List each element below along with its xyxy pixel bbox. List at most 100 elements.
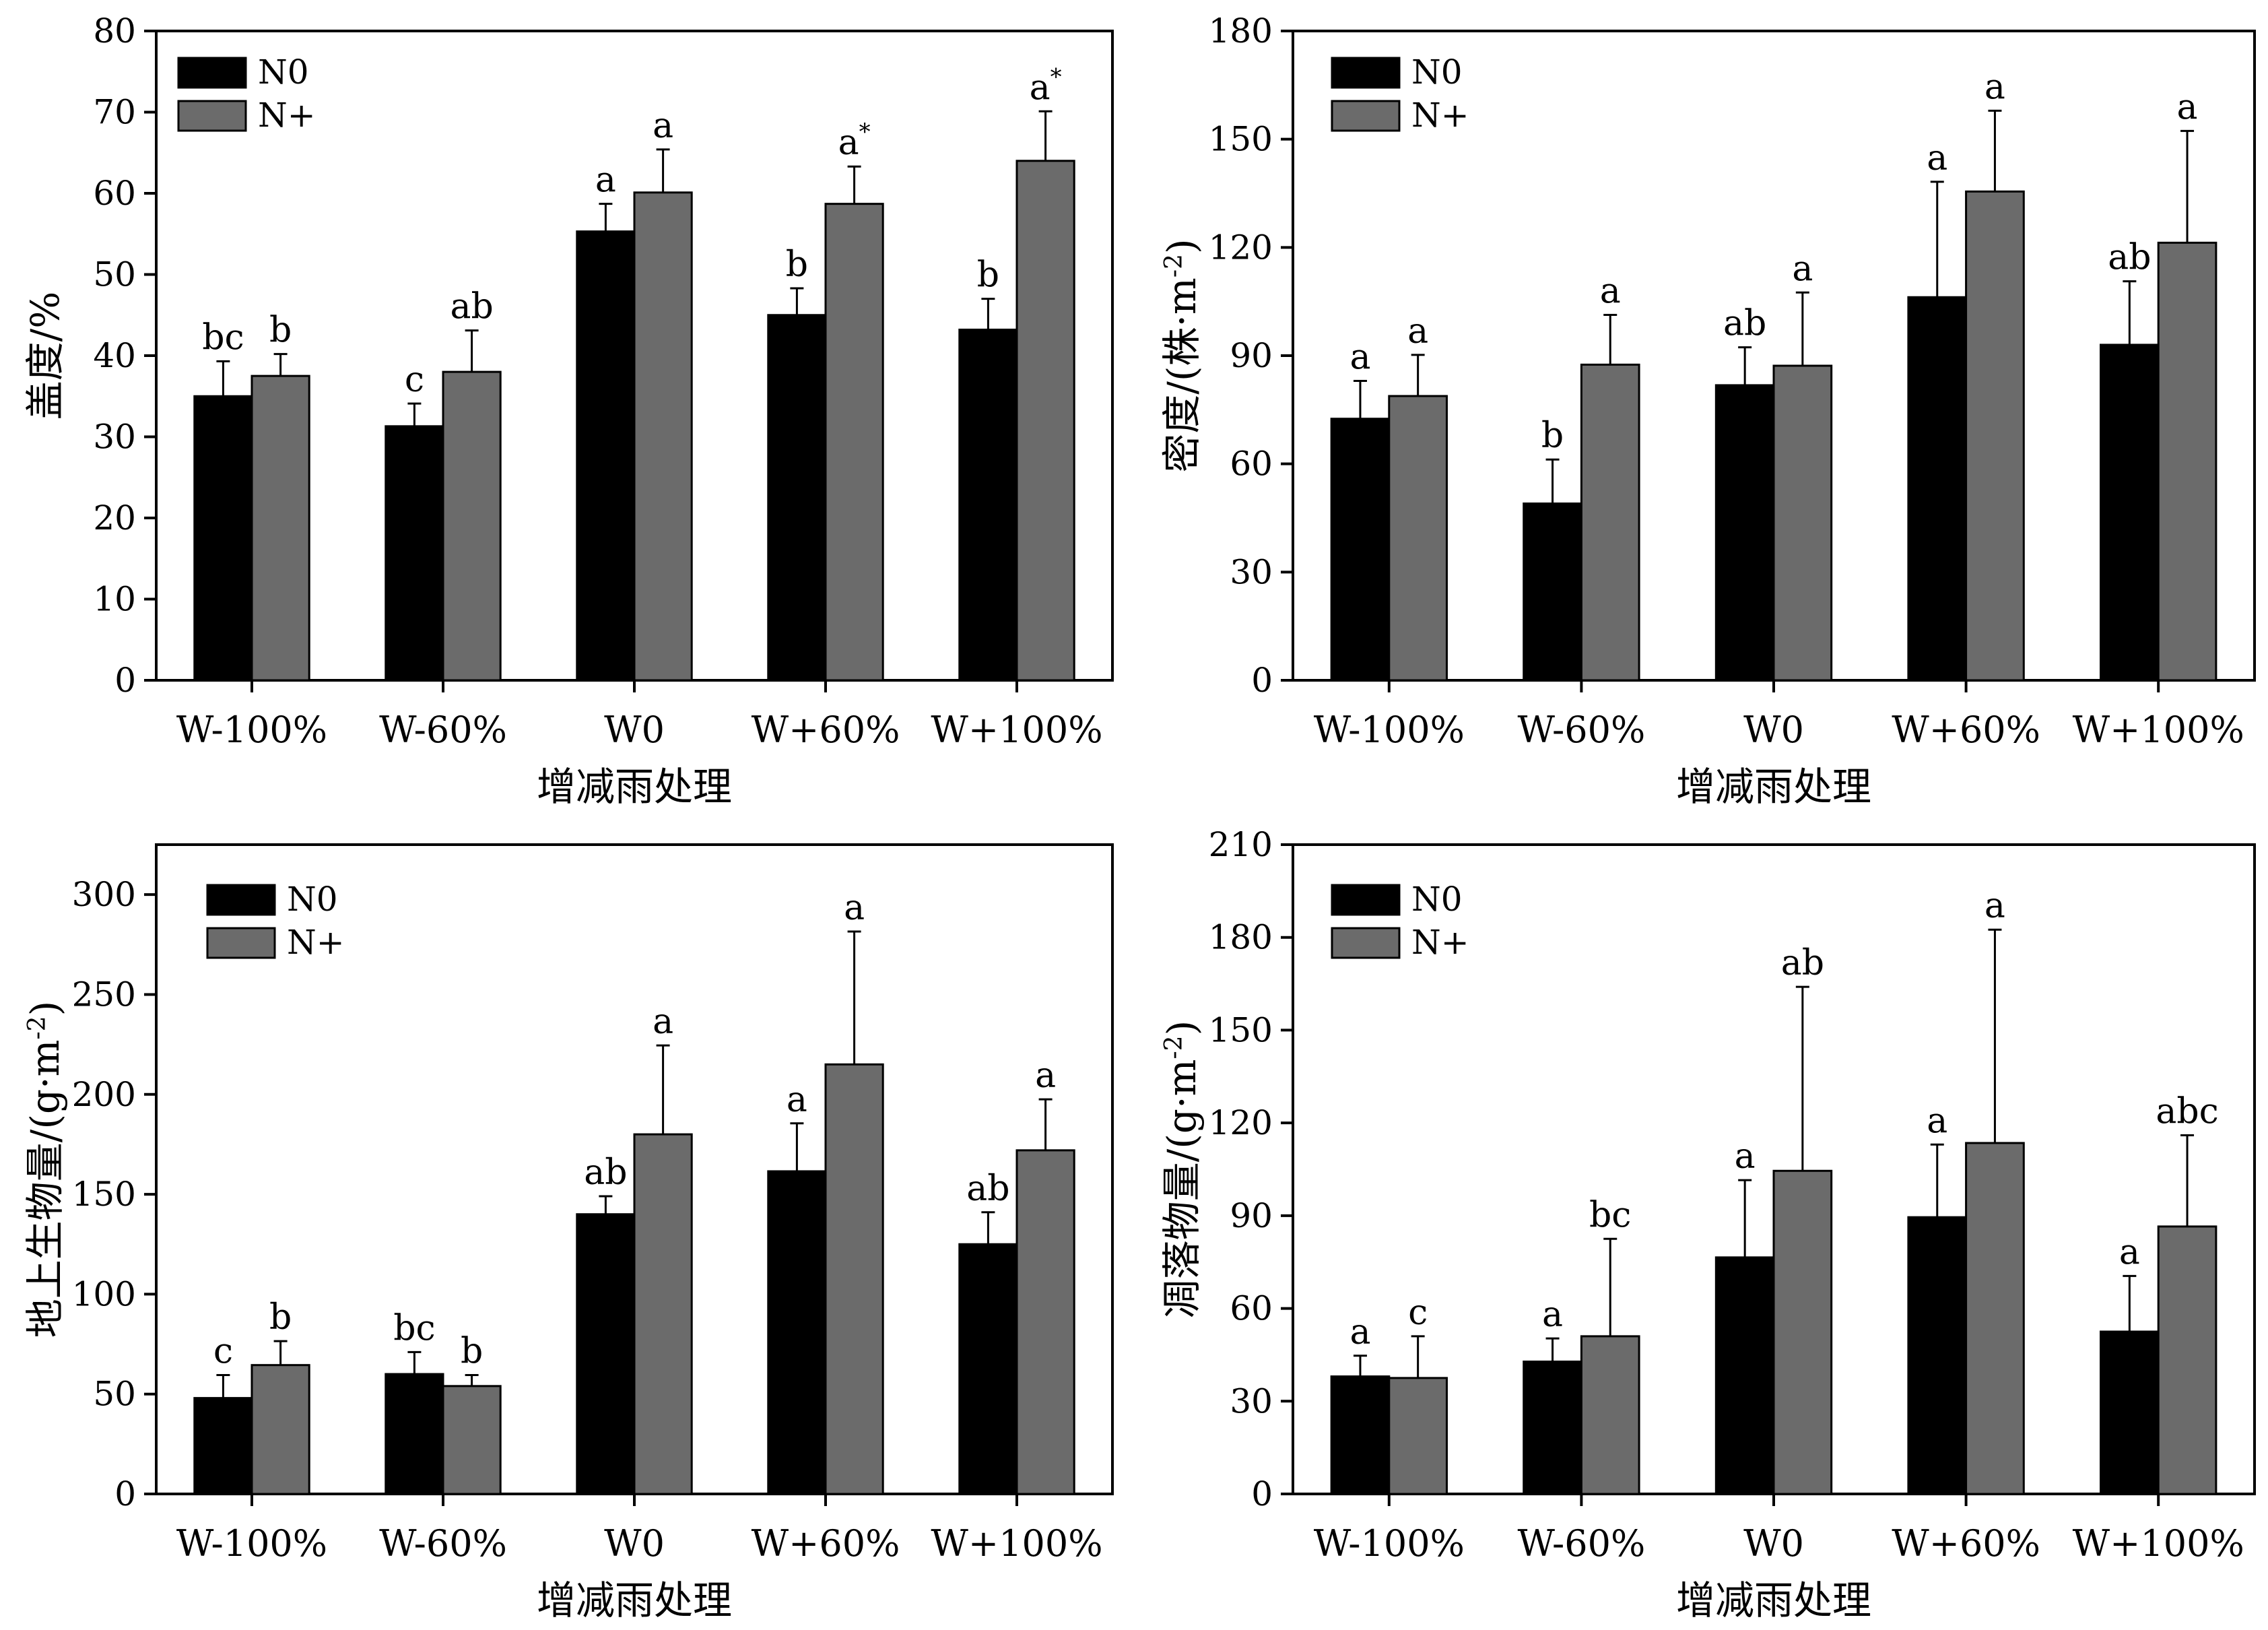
y-tick-label: 0 (114, 661, 136, 700)
significance-label: ab (1723, 304, 1766, 344)
x-tick-label: W0 (604, 1522, 665, 1565)
bar-nplus-5 (2157, 241, 2217, 682)
y-tick-label: 120 (1209, 1103, 1273, 1142)
y-axis-title: 盖度/% (22, 292, 68, 420)
x-tick-label: W-60% (379, 709, 507, 751)
significance-label: c (213, 1332, 233, 1372)
significance-label: a (595, 160, 616, 201)
legend-swatch-nplus (1331, 100, 1401, 132)
x-tick-label: W0 (1743, 1522, 1804, 1565)
bar-n0-1 (193, 1397, 253, 1495)
significance-label: ab (966, 1169, 1009, 1209)
significance-label: a* (838, 119, 871, 163)
legend-swatch-n0 (1331, 57, 1401, 89)
significance-label: a (2177, 87, 2198, 127)
y-tick-label: 100 (72, 1274, 136, 1313)
legend-swatch-n0 (177, 57, 247, 89)
significance-label: a (1792, 249, 1813, 289)
bar-n0-5 (958, 328, 1018, 682)
legend-swatch-nplus (177, 100, 247, 132)
bar-nplus-5 (1015, 160, 1075, 682)
bar-n0-5 (2100, 344, 2160, 682)
y-tick-label: 0 (1251, 1474, 1273, 1513)
y-tick-label: 300 (72, 875, 136, 914)
significance-label: bc (202, 317, 244, 358)
bar-n0-2 (1523, 502, 1582, 682)
bar-nplus-1 (251, 374, 310, 682)
legend-swatch-n0 (206, 884, 276, 916)
bar-nplus-5 (1015, 1149, 1075, 1495)
x-tick-label: W-60% (379, 1522, 507, 1565)
significance-label: a (1927, 1101, 1947, 1141)
x-tick-label: W0 (1743, 709, 1804, 751)
x-tick-label: W+100% (931, 709, 1102, 751)
y-tick-label: 180 (1209, 918, 1273, 957)
bar-nplus-4 (824, 203, 884, 682)
legend-label: N+ (258, 96, 316, 135)
bar-nplus-4 (1965, 1142, 2025, 1495)
significance-label: a (1349, 337, 1370, 377)
bar-nplus-1 (1388, 395, 1448, 682)
significance-label: bc (393, 1308, 435, 1348)
x-tick-label: W0 (604, 709, 665, 751)
bar-n0-2 (385, 425, 444, 682)
bar-nplus-2 (1580, 1335, 1640, 1495)
bar-nplus-3 (1772, 364, 1833, 682)
y-tick-label: 50 (93, 1375, 136, 1414)
y-tick-label: 60 (93, 174, 136, 213)
significance-label: ab (2108, 238, 2151, 278)
y-axis-title: 凋落物量/(g·m-2) (1159, 1020, 1205, 1318)
significance-label: ab (1781, 943, 1824, 983)
bar-n0-2 (1523, 1361, 1582, 1495)
y-tick-label: 50 (93, 255, 136, 294)
significance-label: ab (450, 287, 493, 327)
significance-label: bc (1589, 1195, 1631, 1235)
bar-n0-5 (958, 1243, 1018, 1495)
significance-label: b (786, 244, 808, 285)
significance-label: a (1600, 271, 1621, 311)
bar-n0-4 (767, 314, 827, 682)
legend-label: N+ (1411, 923, 1469, 962)
significance-label: a (1735, 1136, 1756, 1177)
y-tick-label: 10 (93, 580, 136, 619)
significance-label: a (1984, 886, 2005, 926)
bar-n0-3 (576, 1213, 636, 1495)
y-tick-label: 200 (72, 1075, 136, 1114)
significance-label: a (653, 106, 673, 146)
x-axis-title: 增减雨处理 (1676, 1577, 1871, 1623)
significance-label: b (1541, 416, 1564, 456)
x-tick-label: W-100% (176, 709, 327, 751)
y-tick-label: 60 (1230, 445, 1273, 484)
bar-nplus-4 (824, 1063, 884, 1495)
bar-n0-1 (193, 395, 253, 682)
bar-n0-2 (385, 1373, 444, 1495)
significance-label: a (1927, 138, 1947, 178)
bar-nplus-2 (1580, 363, 1640, 682)
significance-label: b (977, 255, 999, 296)
bar-nplus-2 (442, 1385, 502, 1495)
y-tick-label: 80 (93, 11, 136, 51)
y-tick-label: 30 (1230, 1381, 1273, 1421)
x-tick-label: W-60% (1517, 1522, 1645, 1565)
legend-swatch-nplus (206, 927, 276, 959)
bar-n0-5 (2100, 1330, 2160, 1495)
y-tick-label: 150 (72, 1175, 136, 1214)
chart-panel-aboveground-biomass: 050100150200250300W-100%cbW-60%bcbW0abaW… (22, 843, 1114, 1623)
significance-label: a (1407, 311, 1428, 352)
y-tick-label: 20 (93, 498, 136, 537)
x-tick-label: W+100% (2073, 1522, 2244, 1565)
y-tick-label: 150 (1209, 1010, 1273, 1049)
y-tick-label: 150 (1209, 120, 1273, 159)
bar-n0-4 (1907, 296, 1968, 682)
significance-label: a (1984, 67, 2005, 107)
x-tick-label: W+60% (1892, 709, 2040, 751)
significance-label: a (844, 888, 865, 928)
y-tick-label: 210 (1209, 825, 1273, 864)
significance-label: a (787, 1080, 807, 1120)
bar-nplus-3 (633, 1133, 693, 1495)
significance-label: a (1035, 1055, 1056, 1096)
legend-label: N0 (1411, 53, 1463, 92)
